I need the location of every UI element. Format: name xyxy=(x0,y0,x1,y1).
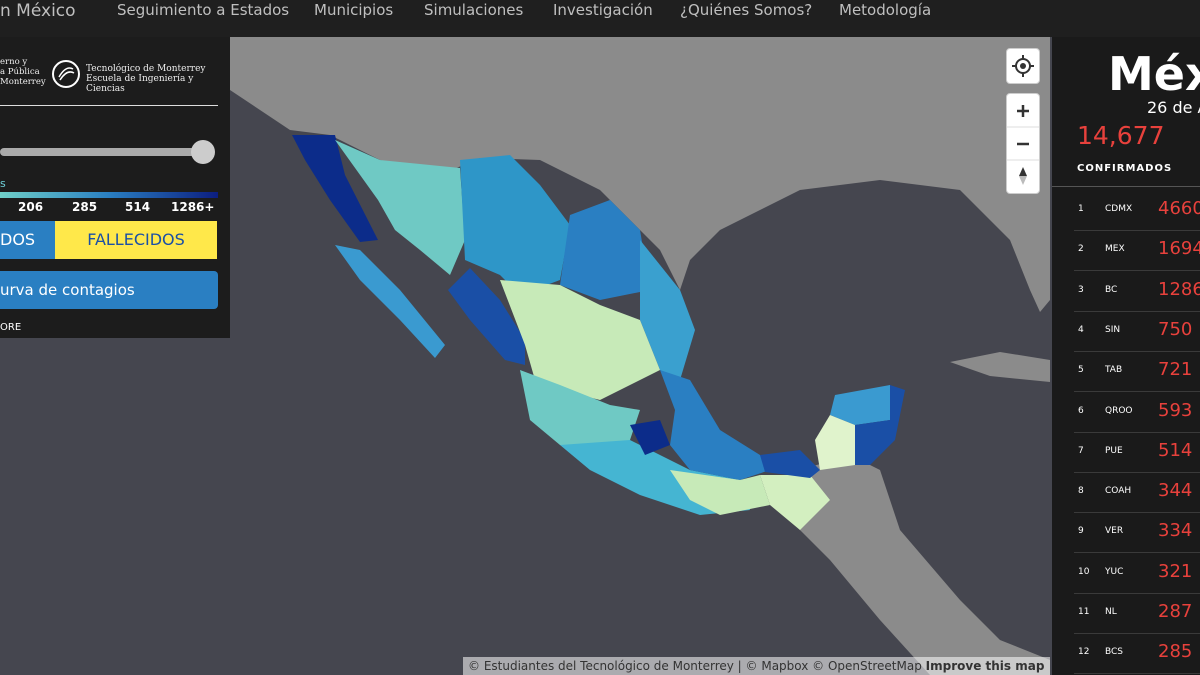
ranking-row: 12 BCS 285 xyxy=(1074,633,1200,675)
ranking-row: 11 NL 287 xyxy=(1074,593,1200,634)
side-panel: erno y a Pública Monterrey Tecnológico d… xyxy=(0,37,230,338)
state-value: 344 xyxy=(1158,480,1193,502)
state: BC xyxy=(1105,284,1118,295)
slider-track xyxy=(0,148,205,156)
state: YUC xyxy=(1105,566,1124,577)
legend-bar xyxy=(0,192,218,198)
more-link[interactable]: ORE xyxy=(0,322,22,333)
map xyxy=(0,37,1050,675)
ranking-row: 1 CDMX 4660 xyxy=(1074,190,1200,231)
rank: 5 xyxy=(1078,365,1084,376)
state-value: 1286 xyxy=(1158,278,1200,300)
ranking-row: 2 MEX 1694 xyxy=(1074,230,1200,272)
divider xyxy=(0,105,218,106)
ranking-row: 9 VER 334 xyxy=(1074,512,1200,554)
nav-link[interactable]: Seguimiento a Estados xyxy=(117,1,290,19)
ranking-row: 10 YUC 321 xyxy=(1074,553,1200,594)
rank: 6 xyxy=(1078,405,1084,416)
nav-link[interactable]: Municipios xyxy=(314,1,394,19)
state: CDMX xyxy=(1105,204,1133,214)
logo-right: Tecnológico de Monterrey Escuela de Inge… xyxy=(86,64,230,94)
attribution-text: © Estudiantes del Tecnológico de Monterr… xyxy=(468,659,922,673)
state-value: 4660 xyxy=(1158,198,1200,219)
rank: 8 xyxy=(1078,486,1084,497)
state: VER xyxy=(1105,526,1124,537)
brand[interactable]: n México xyxy=(0,1,76,21)
improve-link[interactable]: Improve this map xyxy=(925,659,1045,673)
rank: 4 xyxy=(1078,324,1084,335)
nav-link[interactable]: Metodología xyxy=(839,1,932,19)
state-value: 593 xyxy=(1158,399,1193,421)
ranking-row: 8 COAH 344 xyxy=(1074,472,1200,514)
confirmed-label: CONFIRMADOS xyxy=(1077,163,1173,174)
rank: 3 xyxy=(1078,284,1084,295)
nav-bar: n México Seguimiento a Estados Municipio… xyxy=(0,0,1200,37)
divider xyxy=(1052,186,1200,187)
state-value: 334 xyxy=(1158,520,1193,542)
rank: 2 xyxy=(1078,244,1084,255)
ranking-row: 3 BC 1286 xyxy=(1074,271,1200,312)
logo-text: Escuela de Ingeniería y Ciencias xyxy=(86,74,194,94)
state-value: 321 xyxy=(1158,560,1193,582)
state-value: 287 xyxy=(1158,601,1193,622)
zoom-controls xyxy=(1006,93,1040,194)
rank: 7 xyxy=(1078,445,1084,456)
state-value: 750 xyxy=(1158,318,1193,340)
logo-text: Monterrey xyxy=(0,77,46,87)
logo-text: erno y xyxy=(0,57,28,67)
state-value: 285 xyxy=(1158,641,1193,663)
ranking-row: 4 SIN 750 xyxy=(1074,311,1200,352)
legend-tick: 285 xyxy=(72,200,98,214)
state: NL xyxy=(1105,607,1117,617)
state: COAH xyxy=(1105,486,1132,497)
state: TAB xyxy=(1105,365,1123,376)
nav-link[interactable]: Simulaciones xyxy=(424,1,524,19)
rank: 9 xyxy=(1078,526,1084,537)
tec-logo xyxy=(52,60,80,88)
country-title: Méx xyxy=(1108,47,1200,101)
slider-thumb[interactable] xyxy=(191,140,215,164)
logo-left: erno y a Pública Monterrey xyxy=(0,57,46,87)
rank: 1 xyxy=(1078,204,1084,214)
rank: 12 xyxy=(1078,647,1090,658)
confirmed-button[interactable]: DOS xyxy=(0,221,55,259)
rank: 10 xyxy=(1078,566,1090,577)
logo-text: a Pública xyxy=(0,67,40,77)
date: 26 de A xyxy=(1147,98,1200,117)
deaths-button[interactable]: FALLECIDOS xyxy=(55,221,217,259)
nav-link[interactable]: ¿Quiénes Somos? xyxy=(680,1,813,19)
legend-label: s xyxy=(0,177,6,190)
total-confirmed: 14,677 xyxy=(1077,121,1165,150)
state: PUE xyxy=(1105,445,1123,456)
state: SIN xyxy=(1105,324,1121,335)
ranking-row: 5 TAB 721 xyxy=(1074,351,1200,393)
state-value: 721 xyxy=(1158,359,1193,381)
legend-tick: 1286+ xyxy=(171,200,215,214)
state: QROO xyxy=(1105,405,1133,416)
ranking-row: 6 QROO 593 xyxy=(1074,392,1200,433)
ranking-row: 7 PUE 514 xyxy=(1074,432,1200,473)
summary-panel: Méx 26 de A 14,677 CONFIRMADOS 1 CDMX 4660… xyxy=(1052,37,1200,675)
nav-link[interactable]: Investigación xyxy=(553,1,653,19)
logo-text: Tecnológico de Monterrey xyxy=(86,64,206,74)
state: BCS xyxy=(1105,647,1124,658)
curve-button[interactable]: urva de contagios xyxy=(0,271,218,309)
rank: 11 xyxy=(1078,607,1090,617)
legend-tick: 206 xyxy=(18,200,44,214)
legend-tick: 514 xyxy=(125,200,151,214)
state-value: 514 xyxy=(1158,439,1193,461)
attribution: © Estudiantes del Tecnológico de Monterr… xyxy=(463,657,1050,675)
state: MEX xyxy=(1105,244,1125,255)
state-value: 1694 xyxy=(1158,238,1200,260)
locate-button[interactable] xyxy=(1006,48,1040,84)
